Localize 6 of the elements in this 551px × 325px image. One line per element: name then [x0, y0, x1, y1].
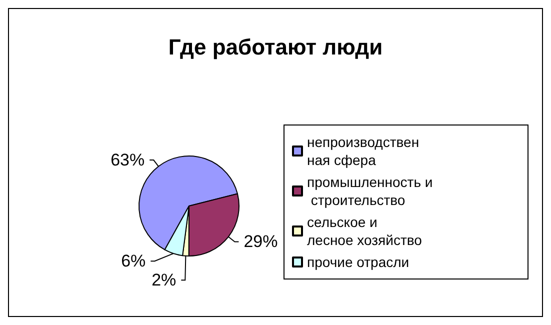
data-label: 2%: [152, 270, 176, 290]
data-label: 29%: [244, 232, 278, 252]
data-label: 63%: [110, 150, 145, 170]
legend-label: прочие отрасли: [307, 254, 410, 270]
data-label: 6%: [121, 252, 146, 271]
chart-title: Где работают люди: [168, 34, 383, 60]
